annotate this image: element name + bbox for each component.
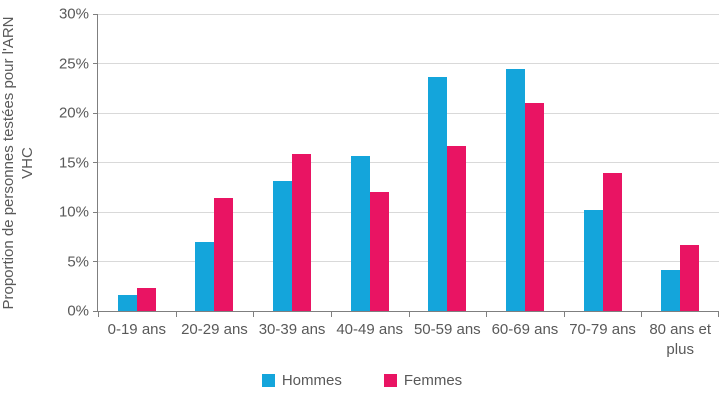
y-tick-label: 25%	[58, 55, 89, 72]
y-axis-tick	[93, 162, 98, 163]
category-label: 20-29 ans	[181, 321, 248, 338]
y-axis-tick	[93, 211, 98, 213]
bar-femmes	[524, 103, 544, 311]
bar-hommes	[195, 241, 215, 311]
y-tick-label: 20%	[58, 104, 89, 122]
y-tick-label: 5%	[67, 253, 89, 270]
gridline	[98, 112, 719, 114]
bar-hommes	[117, 295, 137, 311]
plot-area: 0% 5% 10% 15% 20% 25% 30% 0-19 ans 20-29 ans 30-3…	[59, 6, 719, 358]
x-axis-tick	[98, 312, 99, 317]
gridline	[98, 211, 719, 213]
y-tick-label: 15%	[58, 154, 89, 171]
y-tick-label: 0%	[67, 302, 89, 320]
category-label: 80 ans et plus	[649, 321, 712, 358]
bar-hommes	[661, 270, 681, 311]
x-axis-tick	[253, 312, 255, 317]
bar-hommes	[428, 77, 448, 311]
legend-label: Hommes	[281, 372, 342, 389]
gridline	[98, 63, 719, 64]
x-axis-tick	[486, 312, 488, 317]
bar-femmes	[369, 192, 389, 311]
x-axis-tick	[718, 312, 719, 317]
bar-femmes	[602, 173, 622, 311]
legend-swatch-hommes	[261, 374, 275, 387]
bar-femmes	[136, 288, 156, 311]
legend-swatch-femmes	[383, 374, 397, 387]
category-label: 40-49 ans	[336, 321, 404, 338]
gridline	[98, 162, 719, 163]
legend-item-femmes: Femmes	[383, 372, 463, 389]
legend: Hommes Femmes	[0, 372, 724, 389]
category-label: 60-69 ans	[491, 321, 559, 338]
y-tick-label: 10%	[58, 203, 89, 221]
bar-femmes	[292, 153, 312, 311]
bar-femmes	[214, 198, 234, 311]
y-axis-tick	[93, 13, 98, 15]
bar-hommes	[273, 181, 293, 311]
bar-femmes	[680, 244, 700, 311]
y-axis-tick	[93, 310, 98, 312]
x-axis-tick	[408, 312, 410, 317]
category-label: 70-79 ans	[569, 321, 636, 338]
bar-hommes	[583, 210, 603, 311]
category-label: 30-39 ans	[258, 321, 326, 338]
y-axis-tick	[93, 63, 98, 64]
x-axis-tick	[330, 312, 332, 317]
x-axis-tick	[563, 312, 565, 317]
y-axis-title: Proportion de personnes testées pour l'A…	[0, 16, 36, 310]
bar-hommes	[350, 155, 370, 311]
gridline	[98, 261, 719, 262]
bar-hommes	[505, 69, 525, 311]
legend-label: Femmes	[403, 372, 463, 389]
legend-item-hommes: Hommes	[261, 372, 342, 389]
category-label: 0-19 ans	[107, 321, 166, 338]
x-axis-line	[97, 311, 719, 312]
x-axis-tick	[641, 312, 643, 317]
y-tick-label: 30%	[58, 5, 89, 23]
x-axis-tick	[175, 312, 177, 317]
y-axis-tick	[93, 112, 98, 114]
gridline	[98, 13, 719, 15]
bar-femmes	[447, 145, 467, 311]
y-axis-tick	[93, 261, 98, 262]
category-label: 50-59 ans	[413, 321, 481, 338]
